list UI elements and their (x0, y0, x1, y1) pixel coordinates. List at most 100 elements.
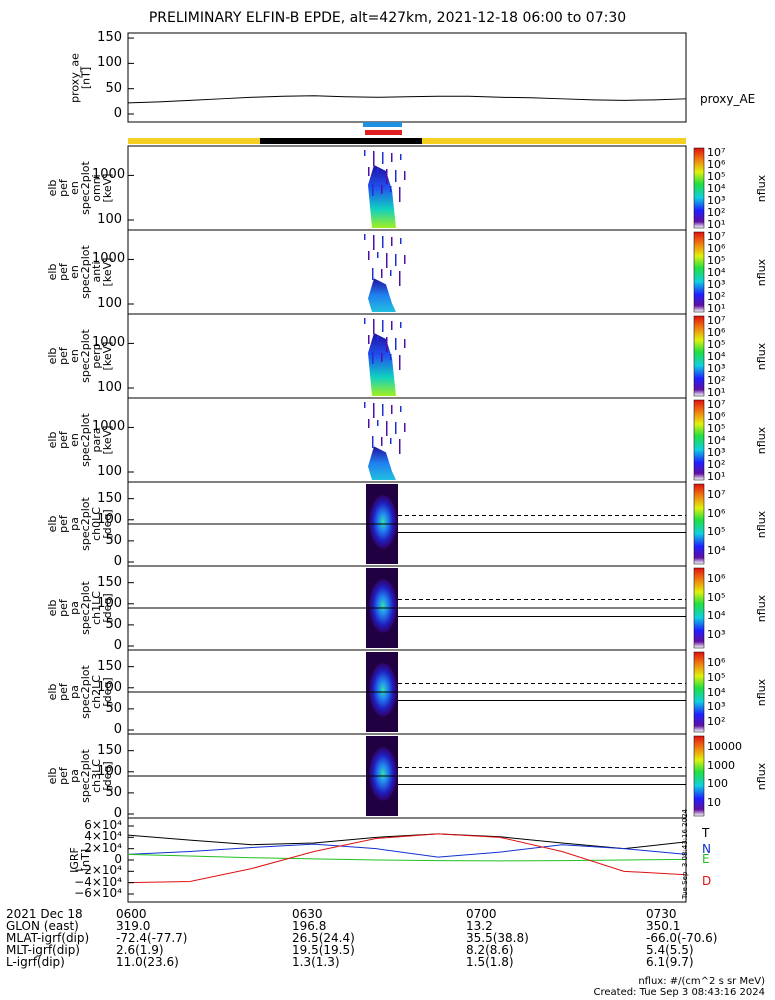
spectrogram-pixel (368, 251, 370, 260)
pa-tick: 100 (97, 511, 122, 527)
spectrogram-pixel (390, 354, 392, 360)
colorbar-tick: 10¹ (707, 470, 726, 483)
colorbar-tick: 10¹ (707, 386, 726, 399)
spectrogram-pixel (395, 338, 397, 350)
colorbar-title: nflux (755, 594, 769, 623)
pa-tick: 100 (97, 763, 122, 779)
proxy-ae-tick: 150 (97, 30, 122, 46)
ephemeris-cell: 2021 Dec 18 (6, 907, 83, 921)
ephemeris-cell: 1.3(1.3) (292, 955, 340, 969)
pa-tick: 150 (97, 658, 122, 674)
colorbar-tick: 10³ (707, 278, 726, 291)
colorbar-tick: 10⁶ (707, 242, 726, 255)
ephemeris-cell: 13.2 (466, 919, 493, 933)
y-axis-label: IGRF [nT] (68, 818, 92, 902)
pa-tick: 0 (113, 806, 122, 821)
spectrogram-pixel (404, 255, 406, 264)
y-axis-label-line: [deg] (101, 761, 114, 791)
colorbar-tick: 10⁴ (707, 266, 726, 279)
ephemeris-cell: GLON (east) (6, 919, 79, 933)
energy-tick: 1000 (92, 419, 126, 435)
ephemeris-cell: 0730 (646, 907, 677, 921)
colorbar-title: nflux (755, 342, 769, 371)
spectrogram-pixel (386, 253, 388, 268)
igrf-E-line (127, 853, 687, 862)
colorbar-tick: 10⁵ (707, 670, 726, 684)
spectrogram-pixel (400, 322, 402, 328)
y-axis-label: elb pef en spec2plot anti [keV] (46, 230, 114, 314)
igrf-tick: −4×10⁴ (74, 874, 122, 889)
ephemeris-cell: 350.1 (646, 919, 681, 933)
spectrogram-pixel (399, 187, 401, 202)
colorbar-tick: 10⁴ (707, 182, 726, 195)
panel-frame (127, 145, 687, 231)
pa-tick: 50 (105, 616, 122, 632)
spectrogram-pixel (395, 170, 397, 182)
footer-units: nflux: #/(cm^2 s sr MeV) (638, 976, 765, 987)
pa-tick: 150 (97, 490, 122, 506)
colorbar-title: nflux (755, 510, 769, 539)
spectrogram-pixel (381, 437, 383, 446)
colorbar-tick: 10⁷ (707, 230, 726, 243)
page-title: PRELIMINARY ELFIN-B EPDE, alt=427km, 202… (148, 10, 627, 26)
spectrogram-pixel (372, 268, 374, 280)
spectrogram-pixel (399, 355, 401, 370)
igrf-tick: 0 (114, 852, 122, 866)
colorbar-title: nflux (755, 678, 769, 707)
spectrogram-pixel (404, 339, 406, 348)
colorbar-tick: 10⁵ (707, 254, 726, 267)
colorbar-tick: 10⁶ (707, 410, 726, 423)
colorbar-tick: 10⁴ (707, 685, 726, 699)
y-axis-label-line: [deg] (101, 509, 114, 539)
igrf-legend-D: D (702, 874, 712, 888)
ephemeris-cell: 35.5(38.8) (466, 931, 529, 945)
energy-tick: 100 (97, 212, 122, 227)
colorbar-tick: 10³ (707, 700, 726, 714)
y-axis-label-line: [deg] (101, 677, 114, 707)
colorbar (693, 231, 705, 313)
colorbar-tick: 10⁵ (707, 170, 726, 183)
proxy-ae-series-label: proxy_AE (700, 92, 756, 106)
ephemeris-cell: 8.2(8.6) (466, 943, 514, 957)
colorbar-tick: 10⁶ (707, 326, 726, 339)
spectrogram-pixel (377, 168, 379, 174)
igrf-tick: 4×10⁴ (84, 829, 122, 844)
pa-blob (369, 663, 397, 717)
spectrogram-pixel (391, 237, 393, 246)
colorbar (693, 567, 705, 649)
spectrogram-pixel (390, 438, 392, 444)
pa-tick: 50 (105, 700, 122, 716)
y-axis-label-line: [keV] (101, 425, 114, 455)
spectrogram-pixel (391, 405, 393, 414)
energy-tick: 100 (97, 464, 122, 479)
proxy-ae-frame (127, 32, 687, 123)
ephemeris-cell: 26.5(24.4) (292, 931, 355, 945)
spectrogram-pixel (400, 154, 402, 160)
colorbar-tick: 10³ (707, 627, 726, 641)
colorbar-tick: 10⁷ (707, 398, 726, 411)
igrf-legend-N: N (702, 842, 711, 856)
footer: nflux: #/(cm^2 s sr MeV) Created: Tue Se… (594, 976, 766, 998)
colorbar (693, 399, 705, 481)
spectrogram-pixel (373, 403, 375, 418)
proxy-ae-tick: 100 (97, 55, 122, 71)
igrf-T-line (127, 833, 687, 850)
ephemeris-cell: 319.0 (116, 919, 151, 933)
pa-tick: 50 (105, 784, 122, 800)
pa-tick: 0 (113, 722, 122, 737)
ephemeris-cell: MLT-igrf(dip) (6, 943, 80, 957)
spectrogram-blob (368, 333, 396, 396)
spectrogram-pixel (364, 234, 366, 240)
ephemeris-cell: 6.1(9.7) (646, 955, 694, 969)
spectrogram-pixel (404, 423, 406, 432)
spectrogram-pixel (372, 436, 374, 448)
spectrogram-pixel (381, 185, 383, 194)
colorbar-tick: 10⁷ (707, 314, 726, 327)
spectrogram-pixel (386, 169, 388, 184)
ephemeris-cell: 0630 (292, 907, 323, 921)
spectrogram-pixel (400, 406, 402, 412)
shadow-bar (260, 138, 422, 144)
pa-tick: 50 (105, 532, 122, 548)
spectrogram-pixel (395, 422, 397, 434)
spectrogram-pixel (395, 254, 397, 266)
